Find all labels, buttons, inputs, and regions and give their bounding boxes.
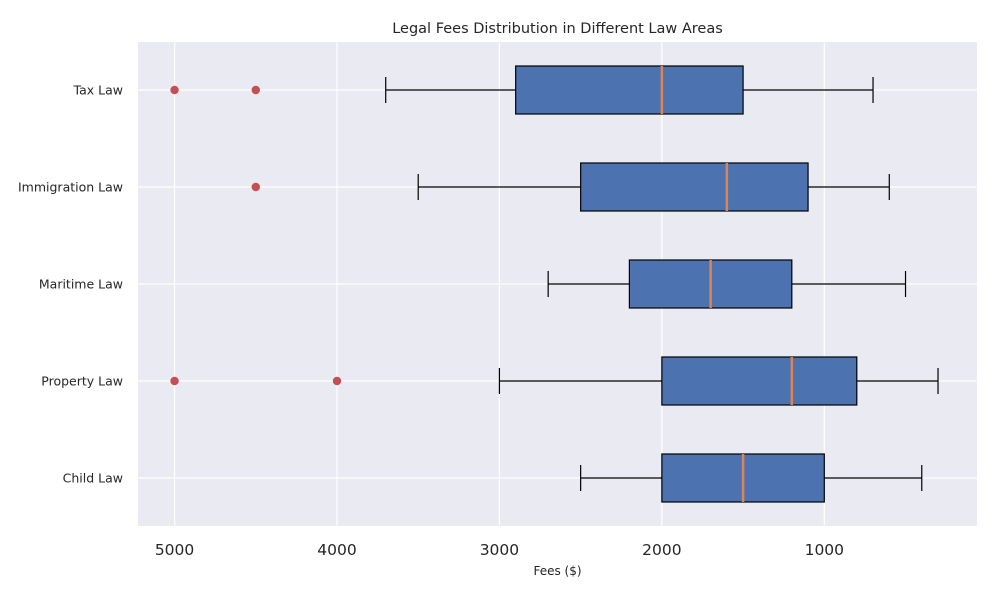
y-tick-label: Immigration Law <box>18 180 123 195</box>
box-tax-law <box>170 65 874 115</box>
y-tick-label: Property Law <box>41 374 123 389</box>
chart-title: Legal Fees Distribution in Different Law… <box>392 21 723 37</box>
outlier-point <box>170 376 179 386</box>
iqr-box <box>515 65 744 115</box>
box-maritime-law <box>547 259 907 309</box>
box-immigration-law <box>251 162 890 212</box>
outlier-point <box>251 182 260 192</box>
x-axis-label: Fees ($) <box>533 564 581 578</box>
x-tick-label: 5000 <box>155 541 194 559</box>
x-tick-label: 2000 <box>642 541 681 559</box>
box-child-law <box>580 453 923 503</box>
outlier-point <box>170 85 179 95</box>
x-tick-label: 4000 <box>317 541 356 559</box>
outlier-point <box>251 85 260 95</box>
y-tick-label: Child Law <box>63 471 123 486</box>
iqr-box <box>661 356 858 406</box>
box-series <box>170 65 939 503</box>
outlier-point <box>332 376 342 386</box>
box-property-law <box>170 356 939 406</box>
iqr-box <box>580 162 809 212</box>
tick-labels: 5000 4000 3000 2000 1000 Tax Law Immigration L… <box>18 83 844 560</box>
y-tick-label: Tax Law <box>73 83 123 98</box>
x-tick-label: 1000 <box>805 541 844 559</box>
y-tick-label: Maritime Law <box>39 277 123 292</box>
x-tick-label: 3000 <box>480 541 519 559</box>
